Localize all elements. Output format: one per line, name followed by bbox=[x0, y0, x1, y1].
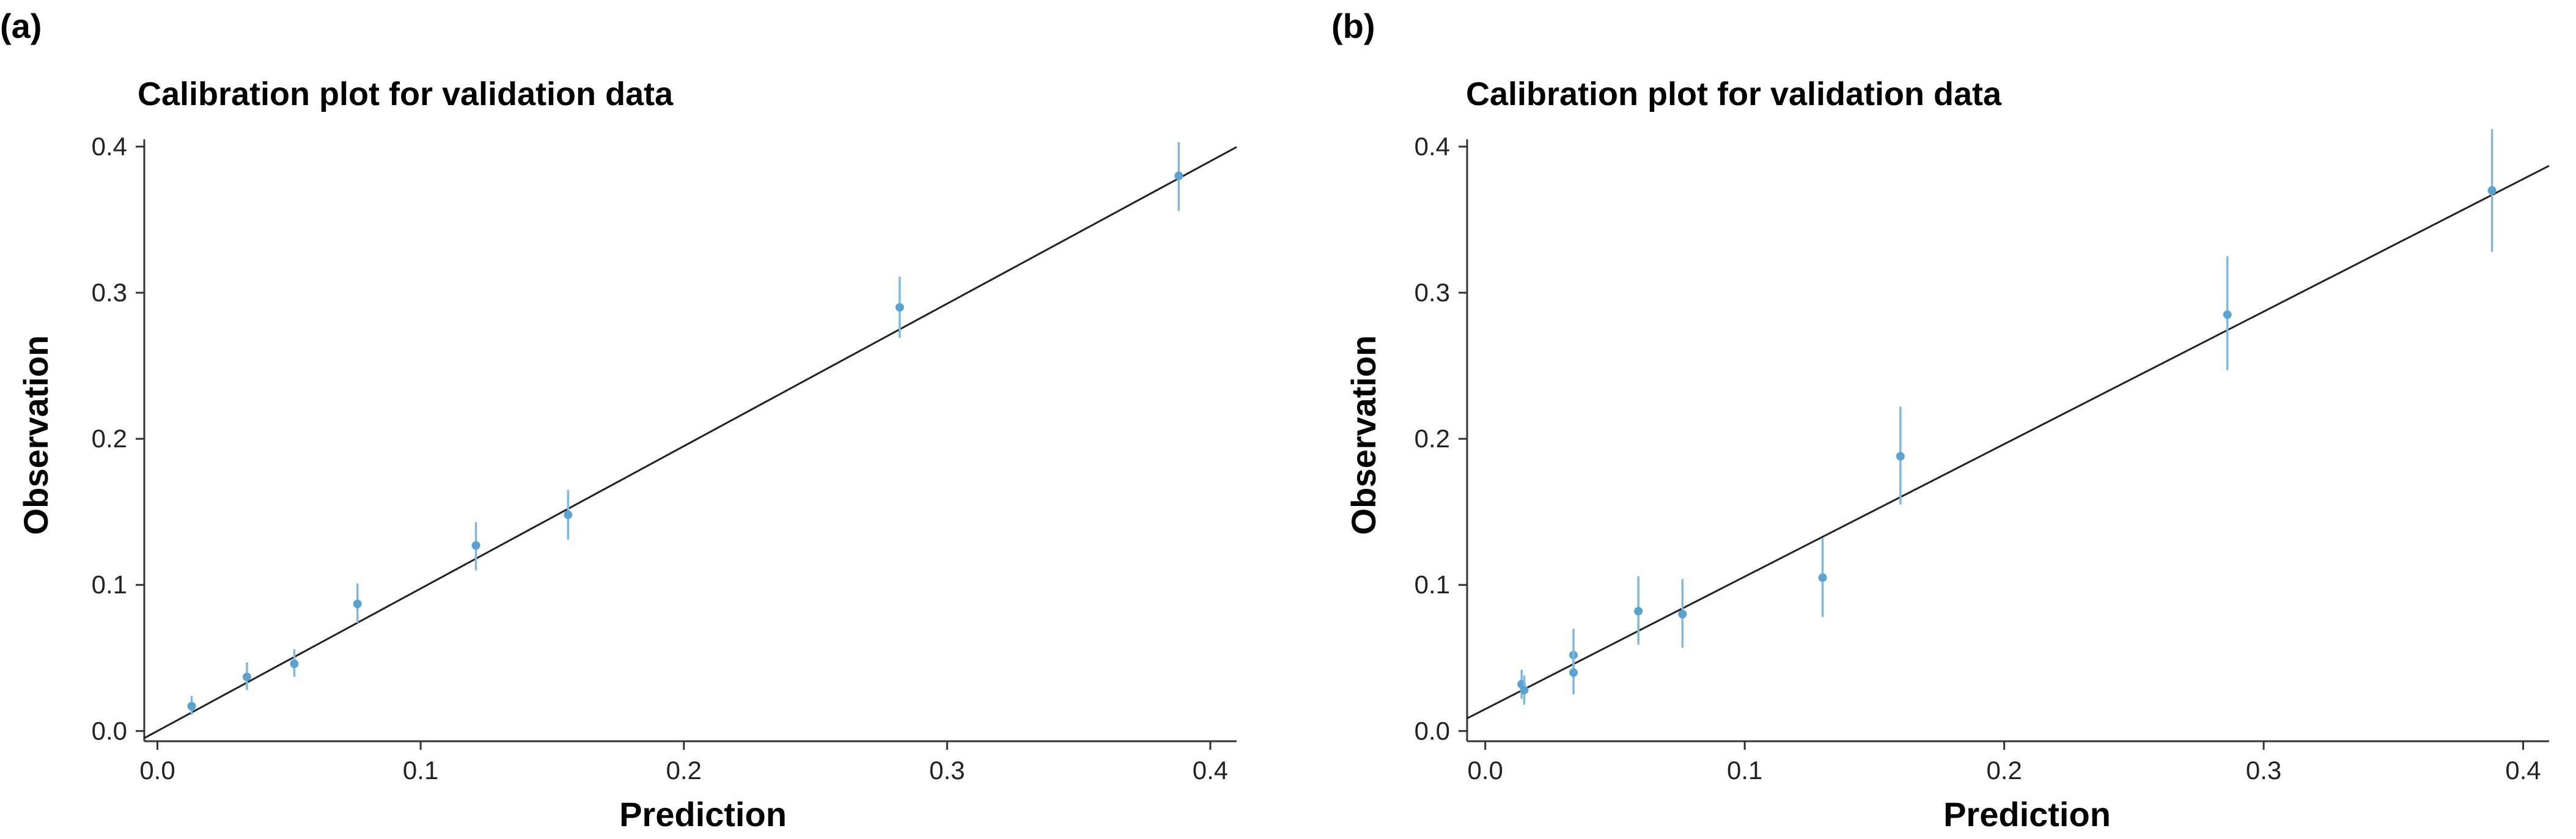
x-tick-label-b-4: 0.4 bbox=[2505, 756, 2541, 785]
x-tick-label-b-2: 0.2 bbox=[1986, 756, 2022, 785]
data-point-b-3 bbox=[1569, 668, 1578, 677]
data-point-a-6 bbox=[895, 302, 904, 312]
data-point-b-9 bbox=[2487, 186, 2497, 195]
y-axis-label-b: Observation bbox=[1344, 335, 1383, 535]
reference-line-a bbox=[144, 146, 1237, 739]
x-axis-label-a: Prediction bbox=[619, 795, 787, 834]
data-point-a-1 bbox=[242, 672, 251, 681]
panel-label-b: (b) bbox=[1331, 7, 1375, 45]
y-tick-label-b-3: 0.3 bbox=[1415, 278, 1450, 307]
data-point-b-4 bbox=[1634, 607, 1643, 616]
data-point-a-3 bbox=[353, 599, 362, 609]
plot-area-a: 0.0 0.1 0.2 0.3 0.4 0.0 0.1 0.2 0.3 0.4 bbox=[92, 132, 1237, 785]
data-point-b-1 bbox=[1520, 686, 1529, 695]
y-tick-label-a-0: 0.0 bbox=[92, 716, 127, 745]
y-axis-label-a: Observation bbox=[17, 335, 55, 535]
chart-panel-b: (b) Calibration plot for validation data… bbox=[1331, 7, 2550, 834]
y-tick-label-a-2: 0.2 bbox=[92, 424, 127, 453]
y-tick-label-a-1: 0.1 bbox=[92, 570, 127, 599]
x-tick-label-a-0: 0.0 bbox=[139, 756, 175, 785]
data-point-a-5 bbox=[564, 510, 573, 519]
y-tick-label-b-1: 0.1 bbox=[1415, 570, 1450, 599]
data-point-a-4 bbox=[471, 541, 480, 550]
x-tick-label-b-1: 0.1 bbox=[1727, 756, 1762, 785]
data-point-b-7 bbox=[1896, 452, 1905, 461]
chart-title-b: Calibration plot for validation data bbox=[1466, 76, 2002, 112]
data-point-b-8 bbox=[2223, 310, 2232, 319]
x-tick-label-a-1: 0.1 bbox=[403, 756, 438, 785]
y-tick-label-a-4: 0.4 bbox=[92, 132, 127, 161]
panel-label-a: (a) bbox=[0, 7, 42, 45]
x-tick-label-b-0: 0.0 bbox=[1468, 756, 1503, 785]
x-tick-label-b-3: 0.3 bbox=[2246, 756, 2281, 785]
y-tick-label-b-2: 0.2 bbox=[1415, 424, 1450, 453]
y-tick-label-b-4: 0.4 bbox=[1415, 132, 1450, 161]
data-point-a-2 bbox=[290, 659, 299, 669]
data-point-b-6 bbox=[1818, 573, 1827, 582]
data-point-a-7 bbox=[1174, 171, 1183, 180]
x-axis-label-b: Prediction bbox=[1943, 795, 2111, 834]
x-tick-label-a-3: 0.3 bbox=[929, 756, 965, 785]
data-point-a-0 bbox=[187, 702, 196, 711]
chart-title-a: Calibration plot for validation data bbox=[138, 76, 674, 112]
data-point-b-5 bbox=[1678, 610, 1687, 619]
y-tick-label-b-0: 0.0 bbox=[1415, 716, 1450, 745]
x-tick-label-a-4: 0.4 bbox=[1193, 756, 1228, 785]
x-tick-label-a-2: 0.2 bbox=[666, 756, 702, 785]
chart-panel-a: (a) Calibration plot for validation data… bbox=[0, 7, 1237, 834]
plot-area-b: 0.0 0.1 0.2 0.3 0.4 0.0 0.1 0.2 0.3 0.4 bbox=[1415, 129, 2550, 785]
reference-line-b bbox=[1466, 165, 2550, 719]
y-tick-label-a-3: 0.3 bbox=[92, 278, 127, 307]
